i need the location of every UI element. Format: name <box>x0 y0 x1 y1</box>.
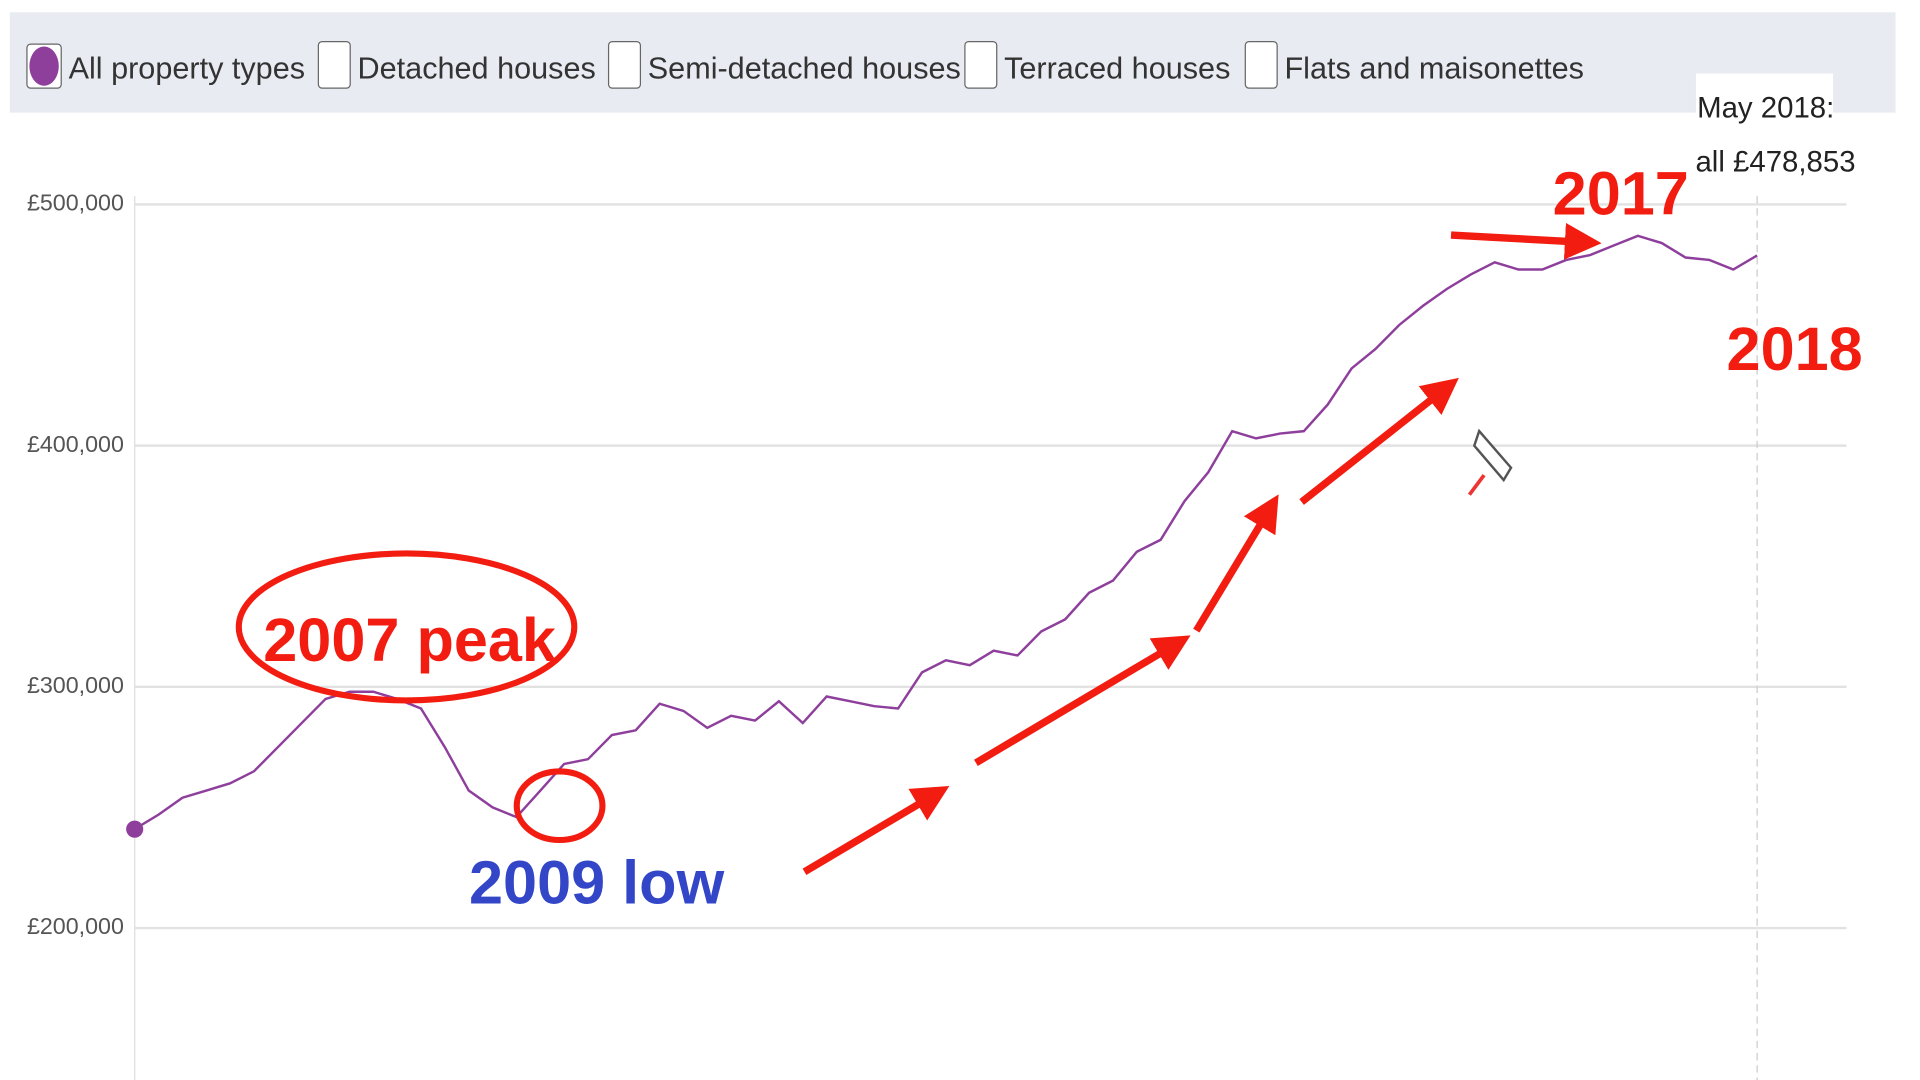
y-tick-label: £200,000 <box>27 913 124 939</box>
y-tick-label: £500,000 <box>27 190 124 216</box>
option-label[interactable]: Flats and maisonettes <box>1284 51 1583 85</box>
annotation: 2009 low <box>469 849 725 917</box>
option-label[interactable]: Semi-detached houses <box>648 51 961 85</box>
annotation: 2007 peak <box>263 606 557 674</box>
checkbox[interactable] <box>607 41 642 89</box>
checkbox[interactable] <box>317 41 351 89</box>
tooltip-title: May 2018: <box>1697 92 1834 125</box>
tooltip-box <box>1695 73 1834 187</box>
pencil-cursor <box>1467 428 1513 496</box>
arrows <box>802 222 1602 875</box>
y-tick-label: £300,000 <box>27 672 124 698</box>
peak-circle <box>235 550 578 704</box>
legend-swatch <box>29 46 59 86</box>
option-label[interactable]: Detached houses <box>358 51 596 85</box>
legend-label[interactable]: All property types <box>69 51 305 85</box>
tooltip-text: all £478,853 <box>1695 145 1855 178</box>
annotation: 2017 <box>1553 159 1689 227</box>
annotation: 2018 <box>1727 315 1863 383</box>
start-marker <box>126 820 144 838</box>
y-tick-label: £400,000 <box>27 431 124 457</box>
checkbox[interactable] <box>1244 41 1278 89</box>
series-line <box>134 234 1758 831</box>
checkbox[interactable] <box>964 41 998 89</box>
low-circle <box>513 768 606 844</box>
option-label[interactable]: Terraced houses <box>1004 51 1230 85</box>
